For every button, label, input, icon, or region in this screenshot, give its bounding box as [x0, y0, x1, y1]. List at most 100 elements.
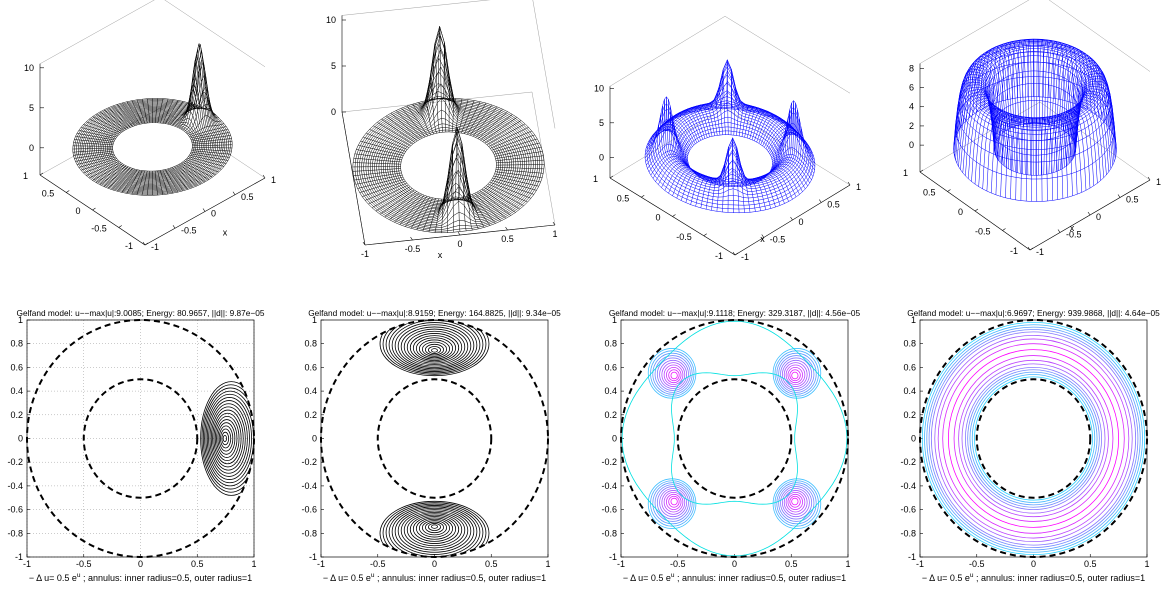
contour-line	[428, 346, 441, 354]
caption-superscript: u	[671, 572, 675, 579]
axes-box	[26, 319, 255, 558]
contour-line	[928, 329, 1139, 548]
z-tick-label: 5	[331, 61, 336, 71]
x-tick-label: -1	[23, 559, 31, 569]
x-tick	[362, 241, 366, 246]
caption-rest: ; annulus: inner radius=0.5, outer radiu…	[81, 573, 253, 583]
contour-line	[409, 514, 460, 544]
y-tick-label: -0.8	[7, 528, 23, 538]
x-tick-label: -0.5	[1066, 230, 1082, 240]
y-tick-label: -1	[715, 251, 723, 261]
x-axis-label: x	[438, 250, 443, 260]
y-tick-label: 0.8	[903, 339, 916, 349]
z-tick-label: 0	[29, 143, 34, 153]
contour-line	[418, 339, 451, 359]
y-tick-label: 0.4	[604, 386, 617, 396]
surface-mesh	[953, 38, 1117, 202]
contour-line	[787, 493, 803, 510]
x-tick	[552, 221, 556, 226]
panel-title: Gelfand model: u−−max|u|:6.9697; Energy:…	[907, 308, 1160, 318]
x-tick-label: 0	[1096, 212, 1101, 222]
contour-line	[200, 381, 254, 496]
x-tick	[847, 181, 851, 186]
x-axis-label: x	[760, 234, 765, 244]
y-tick-label: 0.4	[304, 386, 317, 396]
contours	[200, 381, 254, 496]
contour-line	[670, 371, 678, 380]
y-tick-label: 1	[903, 168, 908, 178]
contour-line	[406, 330, 463, 364]
contour-line	[213, 412, 242, 465]
contour-line	[781, 359, 810, 389]
contour-line	[397, 509, 472, 553]
contour-line	[772, 478, 822, 529]
contour-line	[668, 495, 680, 508]
caption: − Δ u= 0.5 eu ; annulus: inner radius=0.…	[323, 572, 546, 583]
caption-text: − Δ u= 0.5 e	[623, 573, 671, 583]
x-tick	[819, 199, 822, 203]
y-tick-label: -0.4	[7, 481, 23, 491]
x-tick	[202, 208, 206, 212]
x-tick-label: 1	[271, 175, 276, 185]
box-edge	[532, 0, 556, 129]
contour-line	[418, 518, 451, 538]
box-edge	[724, 16, 851, 94]
contour-line	[650, 350, 695, 397]
x-tick-label: -1	[151, 242, 159, 252]
z-tick-label: 10	[326, 15, 336, 25]
y-tick-label: 1	[911, 315, 916, 325]
contour-line	[930, 331, 1137, 546]
z-tick-label: 5	[29, 103, 34, 113]
contour-line	[652, 482, 693, 525]
contour-line	[216, 419, 238, 458]
contour-line	[958, 359, 1109, 518]
axes-box	[620, 319, 849, 558]
caption: − Δ u= 0.5 eu ; annulus: inner radius=0.…	[623, 572, 846, 583]
y-tick	[609, 175, 614, 179]
y-tick	[974, 208, 979, 212]
y-tick	[947, 189, 951, 192]
contour-line	[778, 484, 815, 522]
contour-line	[647, 348, 697, 399]
x-tick-label: 0	[138, 559, 143, 569]
x-tick-label: -1	[916, 559, 924, 569]
z-tick-label: 6	[909, 83, 914, 93]
x-tick-label: 1	[545, 559, 550, 569]
x-tick-label: -0.5	[670, 559, 686, 569]
contour-line	[397, 324, 472, 368]
contour-line	[780, 486, 813, 520]
contour-line	[379, 500, 490, 557]
contour-line	[382, 502, 487, 557]
x-tick	[1087, 211, 1091, 216]
x-tick-label: -1	[317, 559, 325, 569]
contour-line	[409, 333, 460, 363]
contours	[379, 320, 490, 557]
y-tick	[144, 242, 149, 246]
z-tick-label: 10	[24, 63, 34, 73]
x-tick-label: 0.5	[827, 200, 840, 210]
x-tick	[262, 174, 266, 179]
panel-title: Gelfand model: u−−max|u|:9.0085; Energy:…	[17, 308, 265, 318]
x-tick	[457, 231, 461, 236]
x-tick-label: 0.5	[1084, 559, 1097, 569]
x-tick-label: -1	[1036, 247, 1044, 257]
contour-line	[415, 337, 454, 360]
contour-line	[220, 428, 232, 449]
contour-line	[670, 497, 678, 506]
contour-line	[789, 369, 801, 382]
x-tick-label: -1	[617, 559, 625, 569]
x-tick-label: -0.5	[969, 559, 985, 569]
contour-line	[654, 484, 691, 522]
contour-line	[661, 490, 686, 515]
z-tick-label: 10	[594, 83, 604, 93]
contour-line	[206, 397, 252, 480]
box-edge	[1048, 0, 1151, 72]
contour-line	[661, 362, 686, 387]
contours	[921, 321, 1146, 556]
contour-line	[781, 488, 810, 518]
contour-line	[415, 517, 454, 540]
contour-line	[969, 371, 1098, 506]
z-tick-label: 0	[909, 140, 914, 150]
contours	[621, 320, 848, 557]
